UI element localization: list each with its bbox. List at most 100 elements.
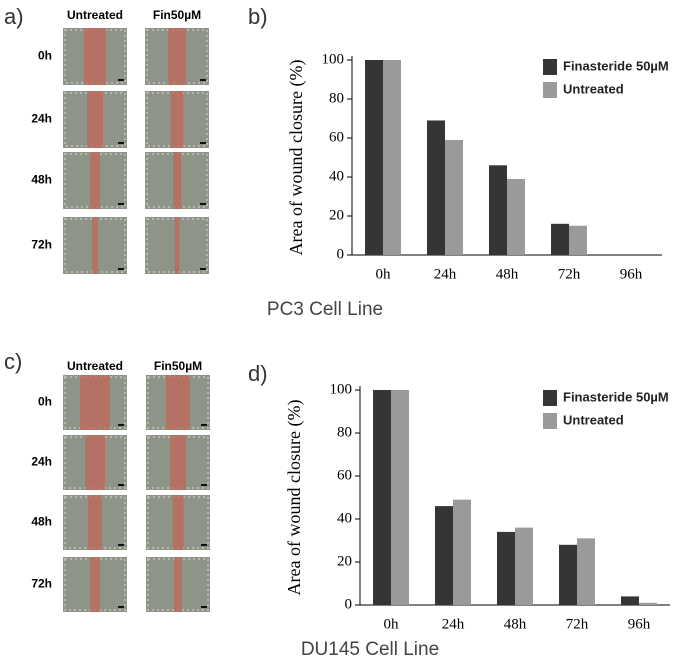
x-tick-label: 48h: [504, 616, 527, 632]
row-label: 72h: [31, 577, 52, 591]
panel-label: d): [248, 361, 268, 386]
legend-swatch: [543, 82, 557, 98]
bar: [391, 390, 409, 605]
y-tick-label: 20: [337, 553, 352, 569]
y-tick-label: 100: [330, 381, 353, 397]
scale-bar: [201, 544, 207, 546]
wound-area: [174, 217, 180, 274]
y-tick-label: 40: [337, 510, 352, 526]
legend-label: Finasteride 50µM: [563, 58, 669, 73]
scale-bar: [200, 203, 206, 205]
x-tick-label: 96h: [620, 266, 643, 282]
scale-bar: [200, 268, 206, 270]
row-label: 24h: [31, 455, 52, 469]
legend-label: Untreated: [563, 412, 624, 427]
wound-area: [85, 435, 105, 490]
x-tick-label: 96h: [628, 616, 651, 632]
scale-bar: [201, 606, 207, 608]
bar: [497, 531, 515, 605]
caption: DU145 Cell Line: [301, 639, 439, 660]
x-tick-label: 0h: [376, 266, 392, 282]
row-label: 24h: [31, 112, 52, 126]
legend-label: Untreated: [563, 81, 624, 96]
row-label: 48h: [31, 515, 52, 529]
legend-label: Finasteride 50µM: [563, 389, 669, 404]
panel-label: a): [4, 4, 24, 29]
panel-label: b): [248, 4, 268, 29]
x-tick-label: 72h: [558, 266, 581, 282]
wound-area: [92, 217, 98, 274]
scale-bar: [118, 142, 124, 144]
wound-area: [170, 91, 184, 148]
caption: PC3 Cell Line: [267, 299, 383, 320]
legend-swatch: [543, 413, 557, 429]
y-axis-label: Area of wound closure (%): [286, 60, 307, 256]
bar: [489, 165, 507, 255]
wound-area: [87, 91, 103, 148]
scale-bar: [201, 424, 207, 426]
y-tick-label: 20: [329, 207, 344, 223]
legend-swatch: [543, 59, 557, 75]
row-label: 0h: [38, 395, 52, 409]
bar: [453, 499, 471, 605]
bar: [559, 544, 577, 605]
bar: [427, 120, 445, 255]
wound-area: [173, 152, 181, 209]
row-label: 72h: [31, 238, 52, 252]
x-tick-label: 0h: [384, 616, 400, 632]
x-tick-label: 48h: [496, 266, 519, 282]
x-tick-label: 24h: [442, 616, 465, 632]
bar: [639, 602, 657, 605]
y-tick-label: 60: [337, 467, 352, 483]
column-header: Fin50µM: [153, 8, 201, 22]
scale-bar: [118, 268, 124, 270]
column-header: Untreated: [67, 8, 123, 22]
scale-bar: [118, 484, 124, 486]
bar: [621, 596, 639, 605]
scale-bar: [201, 484, 207, 486]
y-tick-label: 40: [329, 168, 344, 184]
y-tick-label: 80: [337, 424, 352, 440]
y-axis-label: Area of wound closure (%): [284, 400, 305, 596]
bar: [569, 225, 587, 255]
y-tick-label: 60: [329, 129, 344, 145]
scale-bar: [118, 203, 124, 205]
wound-area: [170, 435, 186, 490]
scale-bar: [118, 424, 124, 426]
bar: [551, 223, 569, 255]
bar: [383, 60, 401, 255]
panel-label: c): [4, 349, 22, 374]
scale-bar: [118, 79, 124, 81]
wound-area: [90, 152, 100, 209]
bar: [507, 178, 525, 255]
wound-area: [80, 375, 110, 430]
wound-area: [166, 375, 190, 430]
y-tick-label: 80: [329, 90, 344, 106]
wound-area: [172, 495, 184, 550]
wound-area: [90, 557, 100, 612]
wound-area: [174, 557, 182, 612]
bar: [373, 390, 391, 605]
scale-bar: [118, 606, 124, 608]
wound-area: [84, 28, 106, 85]
x-tick-label: 72h: [566, 616, 589, 632]
scale-bar: [200, 79, 206, 81]
column-header: Fin50µM: [154, 359, 202, 373]
bar: [435, 506, 453, 605]
scale-bar: [200, 142, 206, 144]
row-label: 48h: [31, 173, 52, 187]
y-tick-label: 0: [337, 246, 345, 262]
row-label: 0h: [38, 49, 52, 63]
bar: [365, 60, 383, 255]
bar: [445, 139, 463, 255]
wound-area: [168, 28, 186, 85]
y-tick-label: 0: [345, 596, 353, 612]
bar: [577, 538, 595, 605]
y-tick-label: 100: [322, 51, 345, 67]
legend-swatch: [543, 390, 557, 406]
x-tick-label: 24h: [434, 266, 457, 282]
wound-area: [88, 495, 102, 550]
